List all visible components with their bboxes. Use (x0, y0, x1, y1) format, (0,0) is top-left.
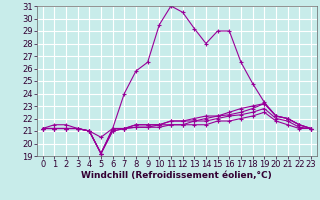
X-axis label: Windchill (Refroidissement éolien,°C): Windchill (Refroidissement éolien,°C) (81, 171, 272, 180)
